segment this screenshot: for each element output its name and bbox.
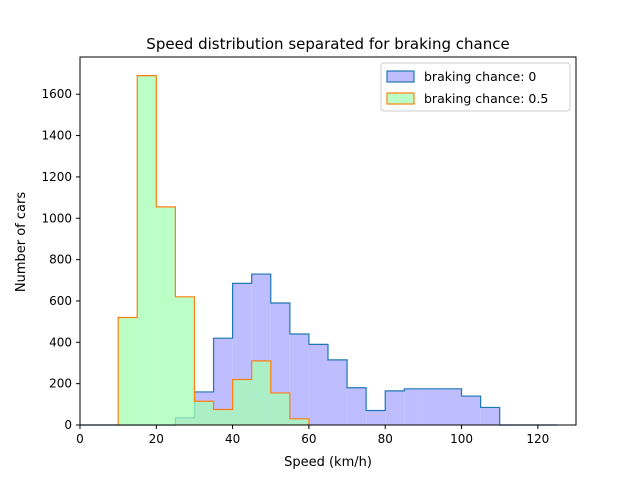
legend-item: braking chance: 0 <box>386 69 536 84</box>
histogram-bar <box>118 317 138 425</box>
chart-title: Speed distribution separated for braking… <box>146 35 509 53</box>
y-tick-label: 1000 <box>41 211 72 225</box>
x-tick-label: 40 <box>225 432 240 446</box>
histogram-bar <box>442 388 462 425</box>
histogram-bar <box>480 407 500 425</box>
histogram-bar <box>289 418 309 425</box>
y-tick-label: 200 <box>49 377 72 391</box>
histogram-bar <box>347 387 367 425</box>
y-tick-label: 1200 <box>41 170 72 184</box>
histogram-bar <box>270 392 290 425</box>
x-tick-label: 20 <box>149 432 164 446</box>
histogram-bar <box>194 401 214 425</box>
histogram-bar <box>232 379 252 425</box>
x-tick-label: 0 <box>76 432 84 446</box>
histogram-step-outline <box>117 75 310 425</box>
histogram-bar <box>213 409 233 425</box>
legend-box <box>380 62 571 112</box>
legend-label: braking chance: 0.5 <box>424 91 548 106</box>
legend-swatch <box>386 92 415 105</box>
x-axis-label: Speed (km/h) <box>284 455 372 470</box>
histogram-bar <box>156 206 176 425</box>
histogram-bar <box>213 338 233 425</box>
legend-label: braking chance: 0 <box>424 69 536 84</box>
histogram-bar <box>423 388 443 425</box>
plot-frame <box>79 56 577 426</box>
histogram-bar <box>404 388 424 425</box>
axes-layer: 0 20 40 60 80 100 1200200400600800100012001400… <box>41 56 577 446</box>
series-1 <box>117 75 310 425</box>
legend-item: braking chance: 0.5 <box>386 91 548 106</box>
legend-swatch <box>386 70 415 83</box>
legend: braking chance: 0 braking chance: 0.5 <box>380 62 571 112</box>
histogram-bar <box>461 396 481 425</box>
histogram-bar <box>328 359 348 425</box>
histogram-bar <box>251 360 271 425</box>
y-tick-label: 0 <box>64 418 72 432</box>
y-tick-label: 1400 <box>41 129 72 143</box>
x-tick-label: 120 <box>526 432 549 446</box>
y-axis-label: Number of cars <box>14 192 29 292</box>
y-tick-label: 800 <box>49 253 72 267</box>
histogram-bar <box>385 390 405 425</box>
bars-layer <box>80 75 557 426</box>
histogram-bar <box>137 75 157 425</box>
histogram-bar <box>308 344 328 425</box>
x-tick-label: 60 <box>301 432 316 446</box>
y-tick-label: 600 <box>49 294 72 308</box>
y-tick-label: 1600 <box>41 87 72 101</box>
histogram-bar <box>175 296 195 425</box>
x-tick-label: 80 <box>378 432 393 446</box>
x-tick-label: 100 <box>450 432 473 446</box>
y-tick-label: 400 <box>49 335 72 349</box>
histogram-bar <box>366 410 386 425</box>
histogram-bar <box>289 334 309 425</box>
